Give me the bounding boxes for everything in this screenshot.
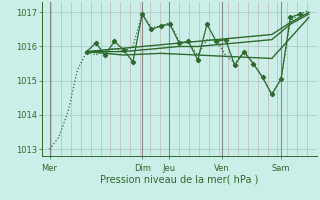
X-axis label: Pression niveau de la mer( hPa ): Pression niveau de la mer( hPa ) xyxy=(100,174,258,184)
